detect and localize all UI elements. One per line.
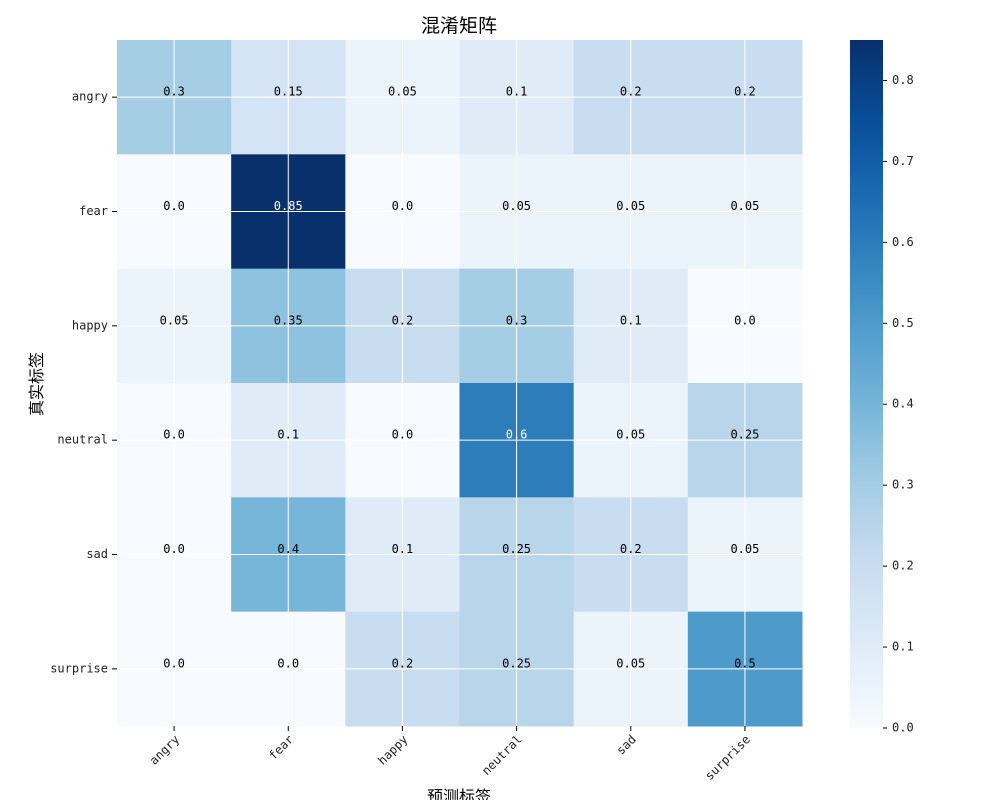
colorbar-tick-label: 0.7 [892, 154, 914, 168]
cell-value-label: 0.25 [502, 542, 531, 556]
y-tick-label: sad [86, 547, 108, 561]
cell-value-label: 0.0 [163, 199, 185, 213]
cell-value-label: 0.1 [277, 428, 299, 442]
cell-value-label: 0.0 [277, 656, 299, 670]
cell-value-label: 0.3 [163, 85, 185, 99]
cell-value-label: 0.05 [616, 428, 645, 442]
cell-value-label: 0.05 [730, 542, 759, 556]
y-tick-label: happy [72, 318, 108, 332]
x-tick-label: happy [375, 732, 410, 767]
cell-value-label: 0.1 [620, 313, 642, 327]
cell-value-label: 0.4 [277, 542, 299, 556]
cell-value-label: 0.2 [734, 85, 756, 99]
x-tick-label: surprise [702, 732, 753, 783]
x-axis-ticks: angry fear happy neutral sad surprise [147, 726, 753, 783]
cell-value-label: 0.0 [163, 656, 185, 670]
cell-value-label: 0.05 [616, 656, 645, 670]
cell-value-label: 0.0 [163, 428, 185, 442]
x-tick-label: angry [147, 732, 182, 767]
colorbar: 0.0 0.1 0.2 0.3 0.4 0.5 0.6 0.7 0.8 [850, 40, 914, 735]
heatmap-cell-labels: 0.3 0.15 0.05 0.1 0.2 0.2 0.0 0.85 0.0 0.05 0.05 0.… [160, 85, 760, 671]
cell-value-label: 0.1 [506, 85, 528, 99]
cell-value-label: 0.0 [392, 428, 414, 442]
cell-value-label: 0.05 [388, 85, 417, 99]
cell-value-label: 0.1 [392, 542, 414, 556]
heatmap-cells [117, 40, 803, 727]
cell-value-label: 0.35 [274, 313, 303, 327]
chart-title: 混淆矩阵 [421, 15, 497, 37]
y-tick-label: angry [72, 90, 108, 104]
x-axis-title: 预测标签 [427, 787, 491, 800]
colorbar-gradient [850, 40, 883, 728]
colorbar-tick-label: 0.1 [892, 640, 914, 654]
cell-value-label: 0.2 [392, 656, 414, 670]
heatmap-grid [117, 40, 802, 726]
y-tick-label: neutral [57, 433, 108, 447]
cell-value-label: 0.05 [730, 199, 759, 213]
y-tick-label: surprise [50, 661, 108, 675]
cell-value-label: 0.0 [734, 313, 756, 327]
y-tick-label: fear [79, 204, 108, 218]
colorbar-tick-label: 0.0 [892, 721, 914, 735]
cell-value-label: 0.0 [392, 199, 414, 213]
cell-value-label: 0.3 [506, 313, 528, 327]
cell-value-label: 0.05 [502, 199, 531, 213]
cell-value-label: 0.25 [502, 656, 531, 670]
x-tick-label: neutral [479, 732, 525, 778]
x-tick-label: sad [614, 732, 639, 757]
cell-value-label: 0.05 [160, 313, 189, 327]
y-axis-ticks: angry fear happy neutral sad surprise [50, 90, 117, 675]
cell-value-label: 0.6 [506, 428, 528, 442]
cell-value-label: 0.25 [730, 428, 759, 442]
cell-value-label: 0.2 [620, 542, 642, 556]
colorbar-tick-label: 0.8 [892, 73, 914, 87]
colorbar-tick-label: 0.2 [892, 559, 914, 573]
cell-value-label: 0.15 [274, 85, 303, 99]
cell-value-label: 0.5 [734, 656, 756, 670]
cell-value-label: 0.0 [163, 542, 185, 556]
colorbar-tick-label: 0.5 [892, 316, 914, 330]
colorbar-tick-label: 0.6 [892, 235, 914, 249]
cell-value-label: 0.2 [620, 85, 642, 99]
colorbar-tick-label: 0.4 [892, 397, 914, 411]
y-axis-title: 真实标签 [27, 352, 46, 416]
cell-value-label: 0.2 [392, 313, 414, 327]
cell-value-label: 0.85 [274, 199, 303, 213]
cell-value-label: 0.05 [616, 199, 645, 213]
x-tick-label: fear [266, 732, 296, 762]
colorbar-tick-label: 0.3 [892, 478, 914, 492]
